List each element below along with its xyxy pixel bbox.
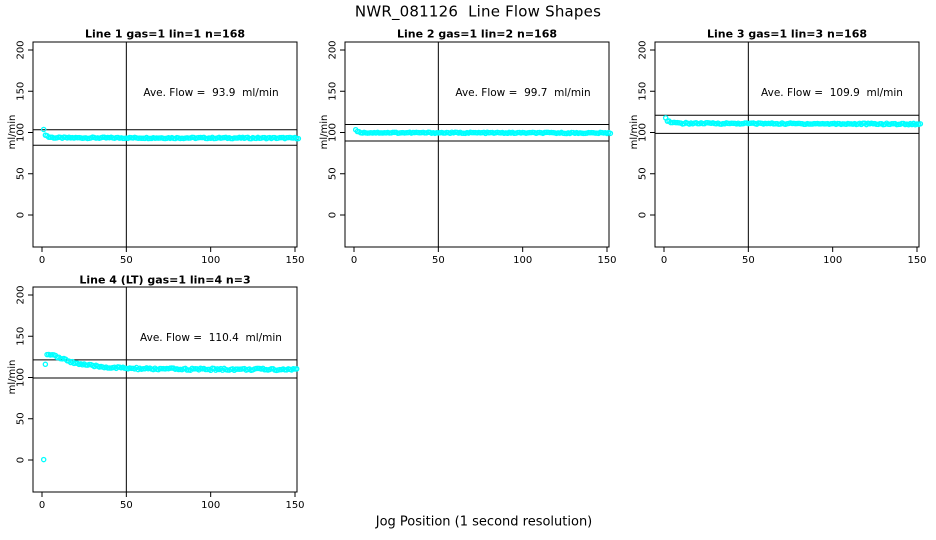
svg-text:50: 50 — [638, 167, 649, 180]
svg-text:50: 50 — [120, 500, 133, 511]
svg-text:150: 150 — [16, 327, 27, 346]
svg-text:200: 200 — [16, 285, 27, 304]
main-title: NWR_081126 Line Flow Shapes — [354, 2, 602, 21]
panel-2-y-axis-label: ml/min — [319, 114, 330, 150]
svg-text:50: 50 — [328, 167, 339, 180]
svg-text:100: 100 — [823, 255, 842, 266]
x-axis-label: Jog Position (1 second resolution) — [375, 514, 593, 530]
svg-text:150: 150 — [16, 82, 27, 101]
svg-text:150: 150 — [638, 82, 649, 101]
svg-text:0: 0 — [351, 255, 357, 266]
panel-2-ave-flow-annotation: Ave. Flow = 99.7 ml/min — [455, 86, 591, 99]
svg-text:50: 50 — [120, 255, 133, 266]
svg-text:150: 150 — [285, 255, 304, 266]
svg-text:200: 200 — [16, 40, 27, 59]
panel-1-title: Line 1 gas=1 lin=1 n=168 — [84, 27, 246, 41]
svg-text:200: 200 — [638, 40, 649, 59]
svg-text:100: 100 — [201, 255, 220, 266]
svg-text:150: 150 — [328, 82, 339, 101]
svg-text:150: 150 — [597, 255, 616, 266]
svg-text:200: 200 — [328, 40, 339, 59]
svg-text:150: 150 — [907, 255, 926, 266]
svg-text:50: 50 — [16, 412, 27, 425]
panel-1-ave-flow-annotation: Ave. Flow = 93.9 ml/min — [143, 86, 279, 99]
svg-text:0: 0 — [16, 212, 27, 218]
svg-text:100: 100 — [638, 123, 649, 142]
panel-2-title: Line 2 gas=1 lin=2 n=168 — [396, 27, 558, 41]
svg-text:100: 100 — [16, 368, 27, 387]
svg-text:100: 100 — [201, 500, 220, 511]
panel-4-y-axis-label: ml/min — [7, 359, 18, 395]
panel-3-title: Line 3 gas=1 lin=3 n=168 — [706, 27, 868, 41]
svg-text:0: 0 — [16, 457, 27, 463]
svg-text:100: 100 — [16, 123, 27, 142]
panel-3-ave-flow-annotation: Ave. Flow = 109.9 ml/min — [761, 86, 903, 99]
svg-text:150: 150 — [285, 500, 304, 511]
svg-text:0: 0 — [328, 212, 339, 218]
svg-text:0: 0 — [661, 255, 667, 266]
panel-4-title: Line 4 (LT) gas=1 lin=4 n=3 — [79, 273, 251, 287]
panel-1-y-axis-label: ml/min — [7, 114, 18, 150]
svg-text:0: 0 — [39, 500, 45, 511]
svg-text:100: 100 — [513, 255, 532, 266]
panel-4-ave-flow-annotation: Ave. Flow = 110.4 ml/min — [140, 331, 282, 344]
svg-text:0: 0 — [39, 255, 45, 266]
svg-text:100: 100 — [328, 123, 339, 142]
svg-text:50: 50 — [742, 255, 755, 266]
svg-text:50: 50 — [16, 167, 27, 180]
svg-text:50: 50 — [432, 255, 445, 266]
panel-3-y-axis-label: ml/min — [629, 114, 640, 150]
svg-text:0: 0 — [638, 212, 649, 218]
